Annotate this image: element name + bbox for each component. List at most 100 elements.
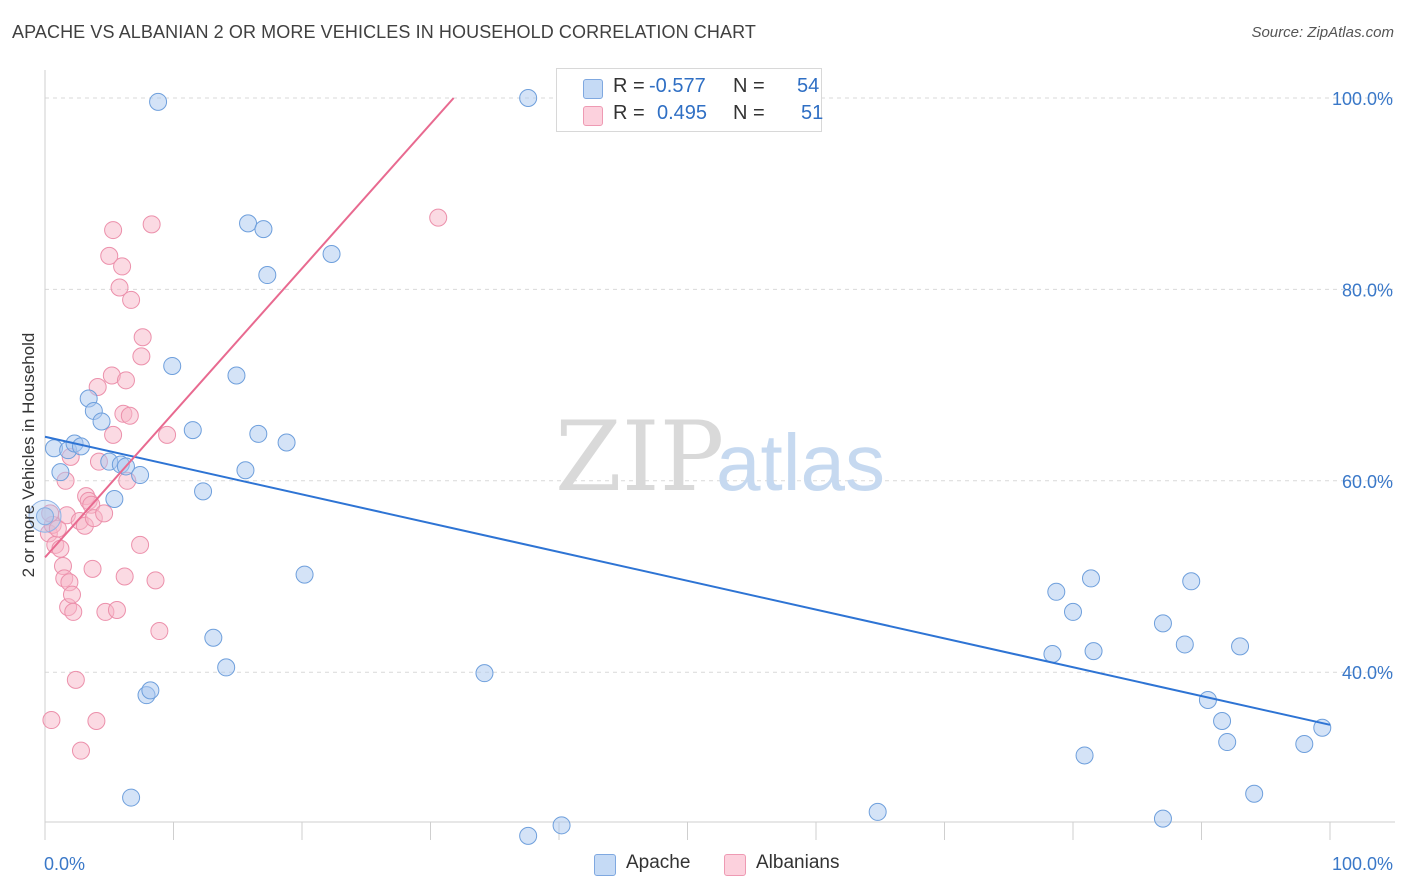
apache-point bbox=[239, 214, 258, 233]
apache-point bbox=[1084, 642, 1103, 661]
albanians-point bbox=[122, 290, 141, 309]
apache-point bbox=[1153, 614, 1172, 633]
apache-point bbox=[1043, 645, 1062, 664]
series-albanians-points bbox=[39, 208, 448, 760]
bottom-apache-label: Apache bbox=[626, 852, 691, 873]
albanians-point bbox=[429, 208, 448, 227]
apache-point bbox=[519, 826, 538, 845]
albanians-point bbox=[87, 712, 106, 731]
albanians-n-label: N = bbox=[733, 102, 765, 124]
apache-point bbox=[1218, 733, 1237, 752]
apache-point bbox=[322, 244, 341, 263]
apache-point bbox=[149, 92, 168, 111]
bottom-albanians-swatch bbox=[724, 854, 746, 876]
albanians-point bbox=[104, 425, 123, 444]
bottom-apache-swatch bbox=[594, 854, 616, 876]
apache-point bbox=[1182, 572, 1201, 591]
watermark-zip: ZIP bbox=[555, 401, 724, 513]
apache-n-value: 54 bbox=[797, 75, 820, 97]
trend-lines bbox=[44, 97, 1331, 726]
apache-r-value: -0.577 bbox=[649, 75, 706, 97]
apache-point bbox=[236, 461, 255, 480]
apache-point bbox=[295, 565, 314, 584]
watermark: ZIP atlas bbox=[555, 401, 885, 513]
apache-point bbox=[258, 266, 277, 285]
albanians-point bbox=[158, 425, 177, 444]
x-tick-label-min: 0.0% bbox=[44, 854, 85, 874]
albanians-trend-line bbox=[44, 97, 455, 559]
albanians-point bbox=[146, 571, 165, 590]
apache-point bbox=[1175, 635, 1194, 654]
apache-swatch bbox=[583, 79, 603, 99]
apache-trend-line bbox=[44, 435, 1331, 726]
apache-point bbox=[163, 356, 182, 375]
apache-point bbox=[1064, 602, 1082, 621]
apache-point bbox=[227, 366, 246, 385]
albanians-point bbox=[132, 347, 151, 366]
apache-point bbox=[204, 628, 223, 647]
albanians-r-label: R = bbox=[613, 102, 645, 124]
apache-point bbox=[92, 412, 111, 431]
albanians-point bbox=[51, 539, 70, 558]
bottom-albanians-label: Albanians bbox=[756, 852, 840, 873]
apache-point bbox=[105, 489, 124, 508]
apache-point bbox=[249, 424, 268, 443]
apache-point bbox=[552, 816, 571, 835]
apache-point bbox=[1075, 746, 1094, 765]
albanians-point bbox=[104, 221, 123, 240]
albanians-point bbox=[62, 585, 81, 604]
apache-point bbox=[131, 466, 150, 485]
apache-point bbox=[1047, 582, 1066, 601]
apache-point bbox=[51, 463, 70, 482]
y-tick-label: 100.0% bbox=[1332, 89, 1393, 109]
albanians-point bbox=[110, 278, 129, 297]
apache-point bbox=[141, 681, 160, 700]
albanians-point bbox=[95, 504, 114, 523]
albanians-n-value: 51 bbox=[801, 102, 824, 124]
apache-point bbox=[1153, 809, 1172, 828]
y-tick-label: 60.0% bbox=[1342, 472, 1393, 492]
albanians-point bbox=[71, 741, 90, 760]
apache-point bbox=[1198, 690, 1217, 709]
albanians-point bbox=[100, 246, 119, 265]
apache-point bbox=[1081, 569, 1100, 588]
apache-point bbox=[868, 802, 887, 821]
y-tick-label: 80.0% bbox=[1342, 280, 1393, 300]
apache-point bbox=[475, 664, 494, 683]
albanians-r-value: 0.495 bbox=[657, 102, 708, 124]
albanians-point bbox=[42, 711, 61, 730]
albanians-point bbox=[115, 567, 134, 586]
apache-point bbox=[183, 421, 202, 440]
apache-point bbox=[1213, 712, 1232, 731]
correlation-legend: R = -0.577 N = 54 R = 0.495 N = 51 bbox=[556, 68, 824, 132]
watermark-atlas: atlas bbox=[716, 418, 885, 507]
albanians-point bbox=[107, 600, 126, 619]
apache-point-large bbox=[28, 499, 62, 533]
albanians-point bbox=[83, 559, 102, 578]
albanians-point bbox=[116, 371, 135, 390]
apache-point bbox=[36, 507, 54, 526]
chart-title: APACHE VS ALBANIAN 2 OR MORE VEHICLES IN… bbox=[12, 22, 756, 42]
apache-point bbox=[194, 482, 213, 501]
apache-point bbox=[217, 658, 236, 677]
apache-point bbox=[1245, 784, 1264, 803]
source-label: Source: ZipAtlas.com bbox=[1251, 24, 1394, 41]
apache-n-label: N = bbox=[733, 75, 765, 97]
albanians-point bbox=[48, 519, 67, 538]
apache-point bbox=[1295, 734, 1314, 753]
apache-point bbox=[277, 433, 296, 452]
apache-point bbox=[254, 220, 273, 239]
x-tick-labels: 0.0% 100.0% bbox=[44, 854, 1393, 874]
albanians-point bbox=[142, 215, 161, 234]
apache-point bbox=[122, 788, 141, 807]
apache-point bbox=[1231, 637, 1250, 656]
apache-point bbox=[519, 89, 538, 107]
albanians-point bbox=[66, 670, 85, 689]
albanians-point bbox=[120, 406, 139, 425]
apache-r-label: R = bbox=[613, 75, 645, 97]
albanians-swatch bbox=[583, 106, 603, 126]
x-tick-label-max: 100.0% bbox=[1332, 854, 1393, 874]
y-tick-labels: 40.0% 60.0% 80.0% 100.0% bbox=[1332, 89, 1393, 683]
y-tick-label: 40.0% bbox=[1342, 663, 1393, 683]
